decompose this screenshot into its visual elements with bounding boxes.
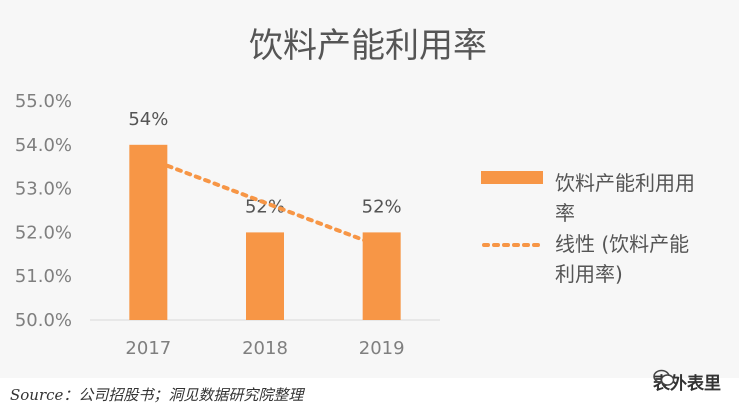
y-axis: 50.0% 51.0% 52.0% 53.0% 54.0% 55.0% [15,91,72,331]
bar [129,144,168,320]
x-tick-label: 2019 [359,338,405,359]
y-tick-label: 54.0% [15,135,72,156]
data-label: 52% [362,196,402,217]
data-label: 54% [128,109,168,130]
chart-area: 饮料产能利用率 50.0% 51.0% 52.0% 53.0% 54.0% 55.0% 2… [14,26,695,359]
x-tick-label: 2018 [242,338,288,359]
bar [362,232,401,320]
y-tick-label: 53.0% [15,179,72,200]
data-label: 52% [245,196,285,217]
chart-svg: 饮料产能利用率 50.0% 51.0% 52.0% 53.0% 54.0% 55.0% 2… [15,26,695,359]
legend-bar-swatch [481,171,543,184]
source-note: Source：公司招股书；洞见数据研究院整理 [10,386,304,404]
legend-trend-label-line2: 利用率) [555,262,623,286]
legend: 饮料产能利用用 率 线性 (饮料产能 利用率) [481,171,695,286]
data-labels: 54% 52% 52% [128,109,401,218]
y-tick-label: 55.0% [15,91,72,112]
trend-line [156,160,369,244]
x-axis: 2017 2018 2019 [90,319,440,359]
watermark: 表外表里 [653,369,721,394]
wechat-icon [653,369,675,386]
y-tick-label: 51.0% [15,266,72,287]
y-tick-label: 50.0% [15,310,72,331]
bars [129,144,401,320]
legend-bar-label-line2: 率 [555,201,575,225]
x-tick-label: 2017 [125,338,171,359]
chart-title: 饮料产能利用率 [249,26,487,66]
legend-trend-label-line1: 线性 (饮料产能 [555,232,689,256]
bar [246,232,284,320]
y-tick-label: 52.0% [15,222,72,243]
legend-bar-label-line1: 饮料产能利用用 [555,171,695,195]
